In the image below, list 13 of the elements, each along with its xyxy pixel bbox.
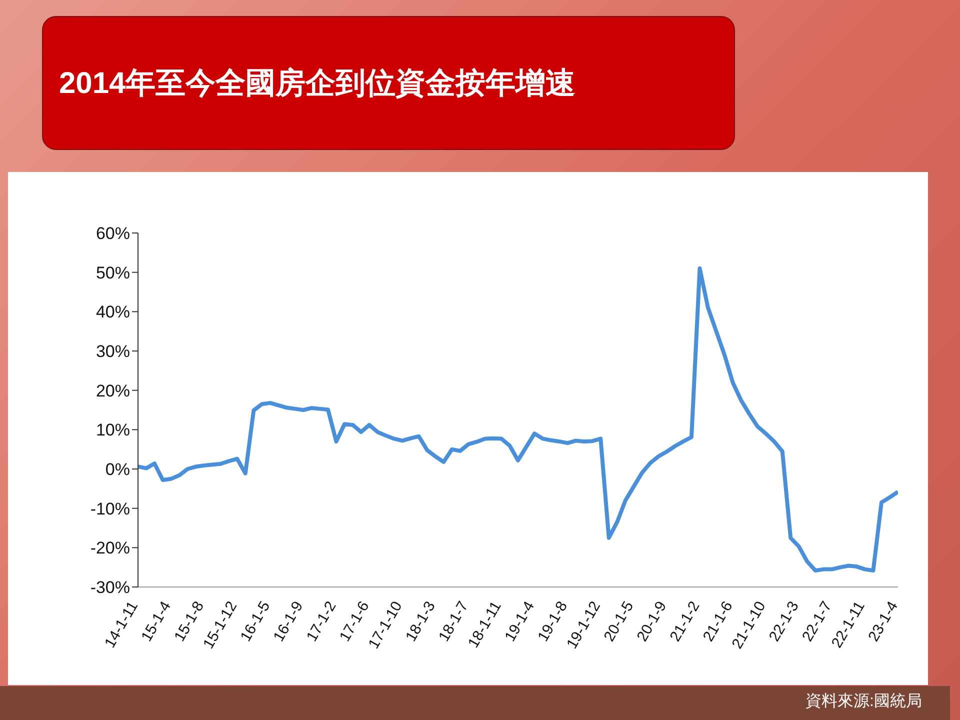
y-tick-label: 20% bbox=[96, 381, 130, 400]
y-tick-label: 50% bbox=[96, 263, 130, 282]
y-tick-label: 30% bbox=[96, 342, 130, 362]
y-tick-label: 40% bbox=[96, 302, 130, 322]
y-tick-label: -30% bbox=[90, 578, 130, 598]
y-tick-label: -20% bbox=[90, 538, 130, 558]
y-tick-label: 60% bbox=[96, 224, 130, 244]
line-series bbox=[138, 266, 898, 572]
y-tick-label: 10% bbox=[96, 420, 130, 440]
y-tick-label: -10% bbox=[90, 499, 130, 518]
y-tick-label: 0% bbox=[105, 460, 130, 480]
source-note: 資料來源:國統局 bbox=[806, 693, 922, 710]
chart-title: 2014年至今全國房企到位資金按年增速 bbox=[59, 66, 576, 102]
